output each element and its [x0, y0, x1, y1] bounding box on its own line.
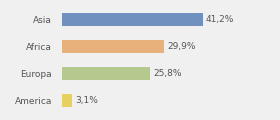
- Bar: [62, 13, 203, 26]
- Text: 29,9%: 29,9%: [167, 42, 195, 51]
- Text: 41,2%: 41,2%: [206, 15, 234, 24]
- Bar: [62, 94, 72, 107]
- Bar: [62, 40, 164, 53]
- Text: 3,1%: 3,1%: [75, 96, 98, 105]
- Bar: [62, 67, 150, 80]
- Text: 25,8%: 25,8%: [153, 69, 181, 78]
